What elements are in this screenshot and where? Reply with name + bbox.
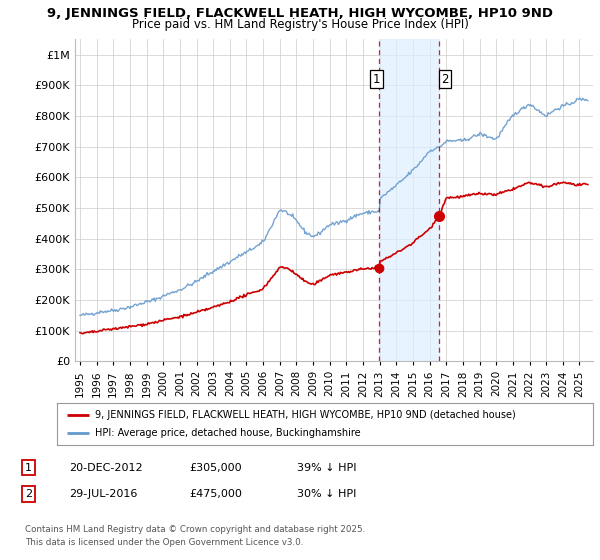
Text: 39% ↓ HPI: 39% ↓ HPI [297, 463, 356, 473]
Text: £475,000: £475,000 [189, 489, 242, 499]
Bar [379, 39, 439, 361]
Text: 9, JENNINGS FIELD, FLACKWELL HEATH, HIGH WYCOMBE, HP10 9ND (detached house): 9, JENNINGS FIELD, FLACKWELL HEATH, HIGH… [95, 410, 515, 420]
Text: 30% ↓ HPI: 30% ↓ HPI [297, 489, 356, 499]
Text: Contains HM Land Registry data © Crown copyright and database right 2025.
This d: Contains HM Land Registry data © Crown c… [25, 525, 365, 547]
Text: 2: 2 [25, 489, 32, 499]
Text: 9, JENNINGS FIELD, FLACKWELL HEATH, HIGH WYCOMBE, HP10 9ND: 9, JENNINGS FIELD, FLACKWELL HEATH, HIGH… [47, 7, 553, 20]
Text: £305,000: £305,000 [189, 463, 242, 473]
Text: 29-JUL-2016: 29-JUL-2016 [69, 489, 137, 499]
Text: Price paid vs. HM Land Registry's House Price Index (HPI): Price paid vs. HM Land Registry's House … [131, 18, 469, 31]
Text: 1: 1 [373, 73, 380, 86]
Text: 1: 1 [25, 463, 32, 473]
Text: 2: 2 [441, 73, 449, 86]
Text: HPI: Average price, detached house, Buckinghamshire: HPI: Average price, detached house, Buck… [95, 428, 360, 438]
Text: 20-DEC-2012: 20-DEC-2012 [69, 463, 143, 473]
